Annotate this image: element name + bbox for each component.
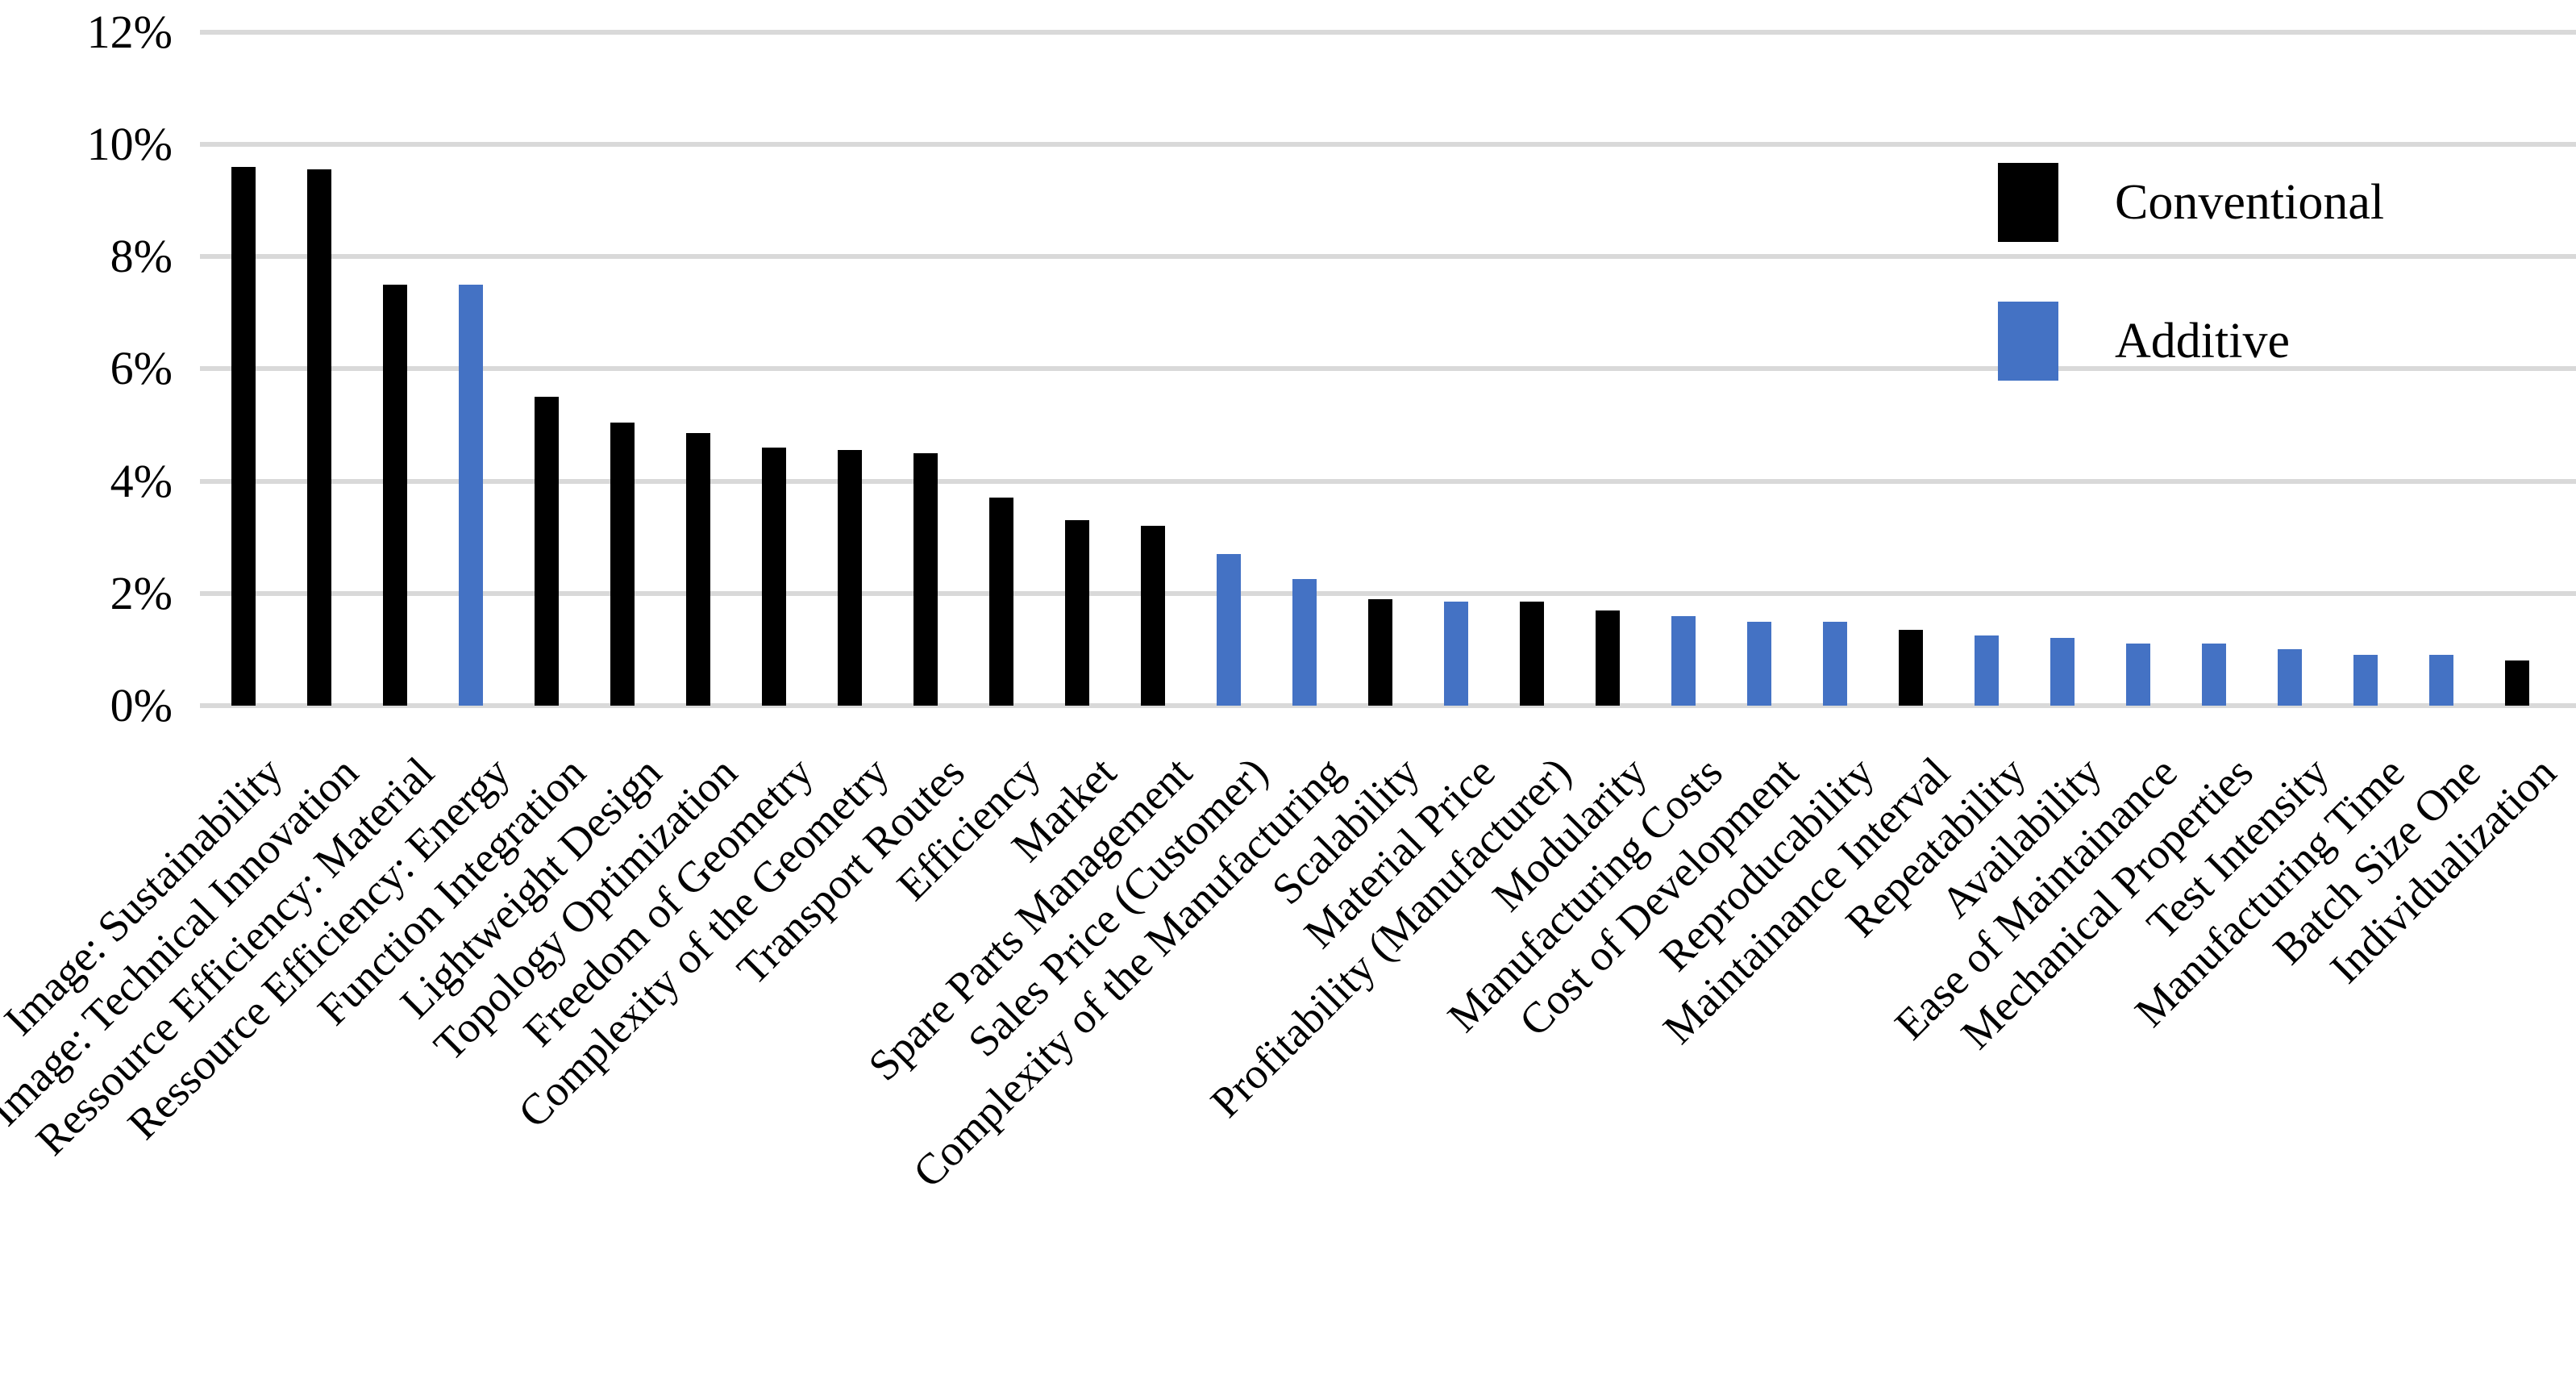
bar-market [1065, 520, 1089, 706]
y-tick-12: 12% [86, 6, 173, 58]
gridline-0 [200, 703, 2576, 708]
bar-maintainance-interval [1899, 630, 1923, 706]
bar-ressource-efficiency-energy [459, 285, 483, 706]
bar-image-technical-innovation [307, 169, 331, 706]
gridline-12 [200, 30, 2576, 35]
bar-freedom-of-geometry [762, 448, 786, 706]
bar-profitability-manufacturer [1520, 602, 1544, 706]
bar-test-intensity [2278, 649, 2302, 706]
y-tick-10: 10% [86, 118, 173, 170]
legend-item-additive: Additive [1998, 302, 2290, 381]
bar-modularity [1596, 610, 1620, 706]
bar-reproducability [1823, 622, 1847, 706]
gridline-8 [200, 254, 2576, 259]
gridline-2 [200, 591, 2576, 596]
bar-function-integration [535, 397, 559, 706]
bar-individualization [2505, 660, 2529, 706]
bar-mechanical-properties [2202, 644, 2226, 706]
y-tick-2: 2% [110, 567, 173, 619]
bar-efficiency [989, 498, 1013, 706]
gridline-10 [200, 142, 2576, 147]
gridline-6 [200, 366, 2576, 371]
bar-complexity-of-the-geometry [838, 450, 862, 706]
bar-complexity-of-the-manufacturing [1292, 579, 1317, 706]
legend-label-additive: Additive [2115, 314, 2290, 369]
legend-swatch-additive [1998, 302, 2058, 381]
gridline-4 [200, 479, 2576, 484]
bar-spare-parts-management [1141, 526, 1165, 706]
bar-transport-routes [913, 453, 938, 706]
bar-cost-of-development [1747, 622, 1771, 706]
bar-lightweight-design [610, 423, 635, 706]
y-tick-6: 6% [110, 342, 173, 394]
bar-manufacturing-costs [1671, 616, 1696, 706]
bar-ressource-efficiency-material [383, 285, 407, 706]
bar-material-price [1444, 602, 1468, 706]
legend-swatch-conventional [1998, 163, 2058, 242]
bar-manufacturing-time [2353, 655, 2378, 706]
bar-sales-price-customer [1217, 554, 1241, 706]
bar-repeatability [1975, 635, 1999, 706]
bar-availability [2050, 638, 2075, 706]
legend-label-conventional: Conventional [2115, 175, 2385, 230]
bar-ease-of-maintainance [2126, 644, 2150, 706]
bar-scalability [1368, 599, 1392, 706]
bar-topology-optimization [686, 433, 710, 706]
y-tick-4: 4% [110, 455, 173, 507]
y-tick-0: 0% [110, 679, 173, 731]
bar-batch-size-one [2429, 655, 2453, 706]
bar-image-sustainability [231, 167, 256, 706]
y-tick-8: 8% [110, 230, 173, 282]
legend-item-conventional: Conventional [1998, 163, 2384, 242]
